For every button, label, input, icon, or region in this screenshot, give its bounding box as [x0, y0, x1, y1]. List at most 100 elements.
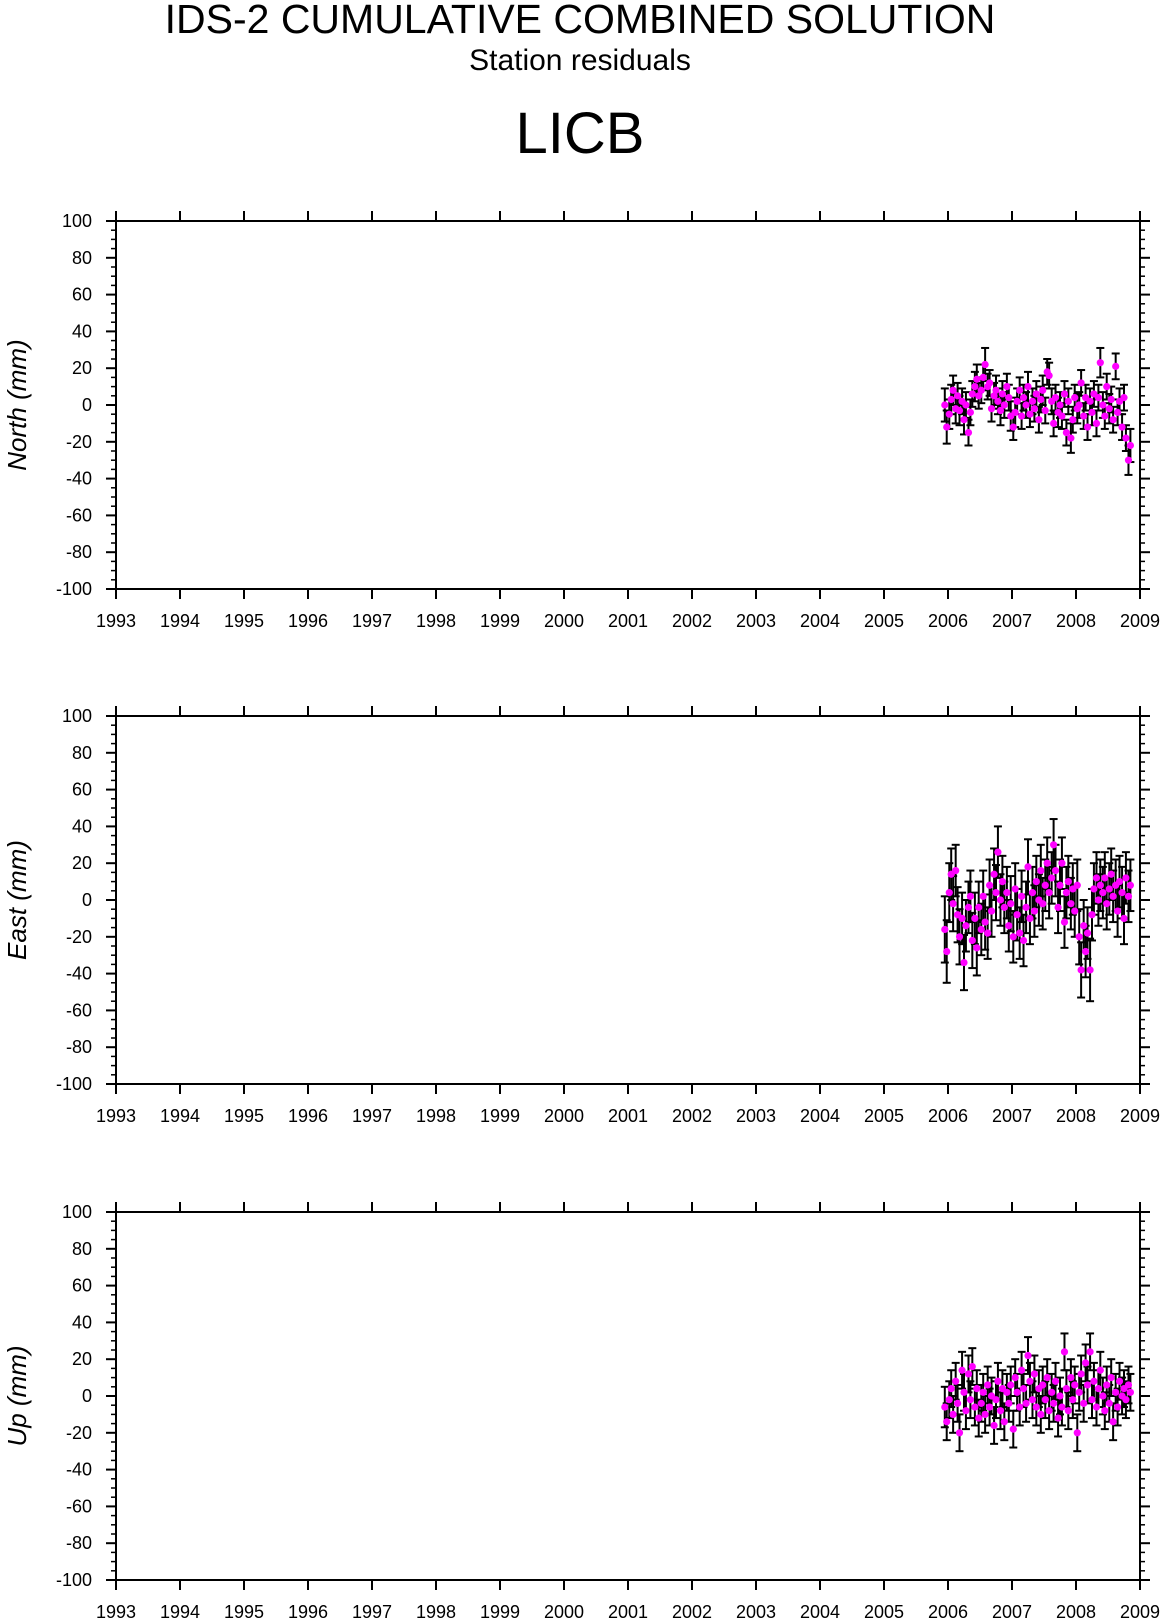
- data-point: [1013, 1388, 1021, 1396]
- data-point: [1041, 881, 1049, 889]
- x-tick-label: 2005: [864, 1106, 904, 1126]
- data-point: [1062, 429, 1070, 437]
- data-point: [1041, 406, 1049, 415]
- data-point: [1080, 412, 1088, 420]
- data-point: [1118, 889, 1126, 897]
- data-point: [1048, 1388, 1056, 1396]
- x-tick-label: 1997: [352, 611, 392, 631]
- y-tick-label: 40: [72, 1312, 92, 1332]
- data-point: [994, 1377, 1002, 1385]
- data-point: [1030, 1370, 1038, 1378]
- data-point: [1048, 874, 1056, 882]
- data-point: [1009, 423, 1017, 431]
- data-point: [1056, 401, 1064, 409]
- y-tick-label: -80: [66, 1037, 92, 1057]
- data-point: [1032, 878, 1040, 886]
- x-tick-label: 2001: [608, 611, 648, 631]
- data-point: [1082, 1359, 1090, 1367]
- x-tick-label: 2004: [800, 611, 840, 631]
- data-point: [966, 892, 975, 900]
- data-point: [1022, 903, 1030, 911]
- y-tick-label: -40: [66, 1460, 92, 1480]
- data-point: [979, 373, 987, 381]
- data-point: [949, 1410, 957, 1418]
- data-point: [973, 944, 981, 952]
- data-point: [1109, 1418, 1117, 1426]
- data-point: [984, 929, 992, 937]
- data-point: [992, 889, 1000, 897]
- data-point: [981, 918, 989, 926]
- data-point: [1050, 841, 1058, 849]
- data-point: [954, 392, 962, 400]
- data-point: [1099, 1392, 1107, 1400]
- x-tick-label: 1998: [416, 1106, 456, 1126]
- y-tick-label: 60: [72, 780, 92, 800]
- data-point: [1107, 1374, 1115, 1382]
- data-point: [984, 1381, 992, 1389]
- data-point: [1000, 1418, 1008, 1426]
- x-tick-label: 2003: [736, 1602, 776, 1621]
- data-point: [1058, 859, 1066, 867]
- data-point: [1075, 401, 1083, 409]
- data-point: [1083, 929, 1092, 937]
- plot-panel-2: 1993 1994 1995 1996 1997 1998 1999 2000 2001 2002…: [2, 706, 1160, 1126]
- data-point: [1037, 395, 1045, 404]
- data-points: [941, 841, 1134, 974]
- data-point: [945, 1396, 953, 1404]
- data-point: [1037, 866, 1045, 875]
- data-point: [947, 395, 955, 404]
- data-point: [1094, 896, 1102, 904]
- y-tick-label: -100: [56, 579, 92, 599]
- x-tick-label: 2001: [608, 1106, 648, 1126]
- data-point: [1051, 866, 1060, 875]
- data-point: [1124, 1381, 1133, 1389]
- data-point: [1024, 863, 1032, 871]
- data-point: [1083, 423, 1092, 431]
- y-tick-label: 20: [72, 1349, 92, 1369]
- data-points: [941, 1348, 1134, 1437]
- data-point: [1071, 1381, 1079, 1389]
- data-point: [1092, 874, 1101, 882]
- x-tick-label: 1999: [480, 611, 520, 631]
- data-point: [1094, 394, 1102, 402]
- data-point: [954, 1399, 962, 1407]
- data-point: [1018, 892, 1026, 900]
- data-point: [1058, 1403, 1066, 1411]
- data-point: [975, 392, 983, 400]
- data-point: [1103, 383, 1111, 391]
- data-point: [1099, 889, 1107, 897]
- y-axis-label: Up (mm): [2, 1345, 32, 1446]
- data-point: [1105, 405, 1113, 413]
- data-point: [1000, 401, 1008, 409]
- data-point: [1114, 1403, 1122, 1411]
- data-point: [1080, 922, 1088, 930]
- data-point: [996, 1407, 1005, 1415]
- x-tick-label: 2004: [800, 1106, 840, 1126]
- x-tick-label: 2000: [544, 1602, 584, 1621]
- data-point: [941, 401, 949, 409]
- x-tick-label: 1995: [224, 1602, 264, 1621]
- data-point: [1060, 1348, 1069, 1356]
- x-tick-label: 2002: [672, 611, 712, 631]
- x-tick-label: 2000: [544, 1106, 584, 1126]
- data-point: [1032, 390, 1040, 398]
- data-point: [1045, 889, 1053, 897]
- data-point: [1011, 885, 1019, 893]
- data-point: [1122, 874, 1130, 882]
- data-point: [1009, 1425, 1017, 1433]
- data-point: [1058, 412, 1066, 420]
- x-tick-label: 2005: [864, 1602, 904, 1621]
- data-point: [1028, 1396, 1037, 1404]
- y-tick-label: -60: [66, 1496, 92, 1516]
- y-tick-label: 100: [62, 1202, 92, 1222]
- data-point: [994, 848, 1002, 856]
- data-point: [1024, 1351, 1032, 1360]
- x-tick-label: 1996: [288, 1602, 328, 1621]
- x-tick-label: 1993: [96, 611, 136, 631]
- x-tick-label: 2007: [992, 1106, 1032, 1126]
- data-point: [960, 416, 968, 424]
- data-point: [966, 1396, 975, 1404]
- y-tick-label: 0: [82, 395, 92, 415]
- data-point: [1114, 408, 1122, 416]
- data-point: [1071, 394, 1079, 402]
